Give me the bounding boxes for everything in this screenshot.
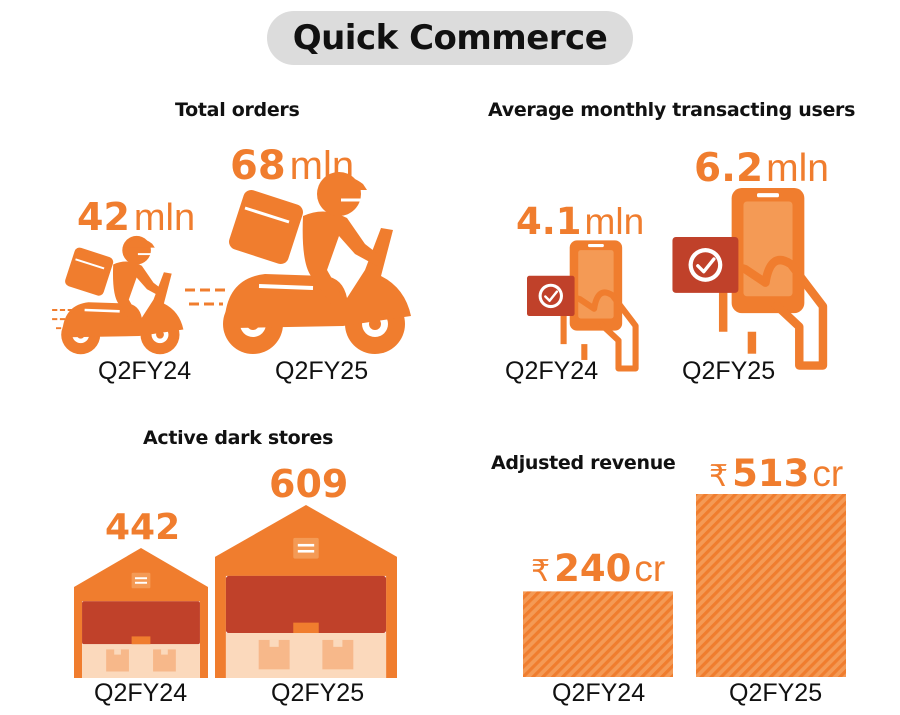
value-number: 68 [230, 143, 286, 189]
users-category-q2fy24: Q2FY24 [505, 357, 599, 385]
dark-stores-value-q2fy25: 609 [269, 465, 348, 503]
revenue-title: Adjusted revenue [491, 452, 676, 474]
revenue-bar-q2fy25 [696, 494, 846, 677]
total-orders-value-q2fy25: 68 mln [230, 146, 354, 186]
revenue-value-q2fy24: ₹240cr [531, 550, 665, 587]
total-orders-category-q2fy24: Q2FY24 [98, 357, 192, 385]
dark-stores-value-q2fy24: 442 [105, 510, 180, 546]
value-unit: mln [766, 147, 829, 190]
users-value-q2fy24: 4.1mln [516, 203, 644, 240]
value-unit: mln [289, 144, 355, 188]
value-number: 6.2 [694, 146, 764, 191]
dark-stores-category-q2fy24: Q2FY24 [94, 679, 188, 707]
value-number: 442 [105, 507, 181, 548]
users-value-q2fy25: 6.2mln [694, 149, 829, 188]
revenue-bar-q2fy24 [523, 591, 673, 677]
users-category-q2fy25: Q2FY25 [682, 357, 776, 385]
scooter-icon-q2fy25 [185, 170, 413, 356]
value-number: 4.1 [516, 200, 582, 243]
revenue-value-q2fy25: ₹513cr [709, 455, 843, 492]
dark-stores-category-q2fy25: Q2FY25 [271, 679, 365, 707]
value-number: 42 [77, 195, 130, 239]
value-number: 240 [554, 547, 632, 590]
value-unit: cr [812, 453, 844, 494]
revenue-category-q2fy25: Q2FY25 [729, 679, 823, 707]
rupee-symbol: ₹ [531, 554, 551, 589]
warehouse-icon-q2fy24 [74, 548, 208, 678]
value-number: 513 [732, 452, 810, 495]
scooter-icon-q2fy24 [52, 234, 185, 356]
total-orders-category-q2fy25: Q2FY25 [275, 357, 369, 385]
value-unit: mln [584, 201, 645, 242]
value-unit: cr [634, 548, 666, 589]
dark-stores-title: Active dark stores [143, 427, 334, 449]
revenue-category-q2fy24: Q2FY24 [552, 679, 646, 707]
value-unit: mln [133, 197, 196, 239]
value-number: 609 [269, 462, 349, 506]
total-orders-value-q2fy24: 42 mln [77, 198, 195, 237]
phone-icon-q2fy25 [672, 188, 842, 374]
warehouse-icon-q2fy25 [215, 505, 397, 678]
total-orders-title: Total orders [175, 99, 300, 121]
phone-icon-q2fy24 [527, 240, 649, 375]
users-title: Average monthly transacting users [488, 99, 856, 121]
page-title: Quick Commerce [267, 11, 633, 65]
rupee-symbol: ₹ [709, 459, 729, 494]
